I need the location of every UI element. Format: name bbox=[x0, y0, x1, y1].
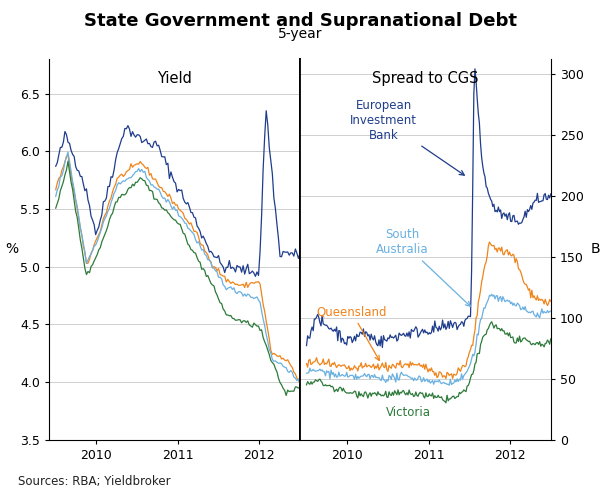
Text: State Government and Supranational Debt: State Government and Supranational Debt bbox=[83, 12, 517, 30]
Text: European
Investment
Bank: European Investment Bank bbox=[350, 99, 464, 175]
Text: Victoria: Victoria bbox=[386, 407, 431, 419]
Text: Queensland: Queensland bbox=[316, 305, 386, 361]
Text: South
Australia: South Australia bbox=[376, 228, 470, 306]
Text: Spread to CGS: Spread to CGS bbox=[372, 71, 479, 85]
Text: 5-year: 5-year bbox=[278, 27, 322, 41]
Y-axis label: %: % bbox=[5, 243, 19, 256]
Text: Yield: Yield bbox=[157, 71, 192, 85]
Y-axis label: Bps: Bps bbox=[590, 243, 600, 256]
Text: Sources: RBA; Yieldbroker: Sources: RBA; Yieldbroker bbox=[18, 475, 170, 488]
